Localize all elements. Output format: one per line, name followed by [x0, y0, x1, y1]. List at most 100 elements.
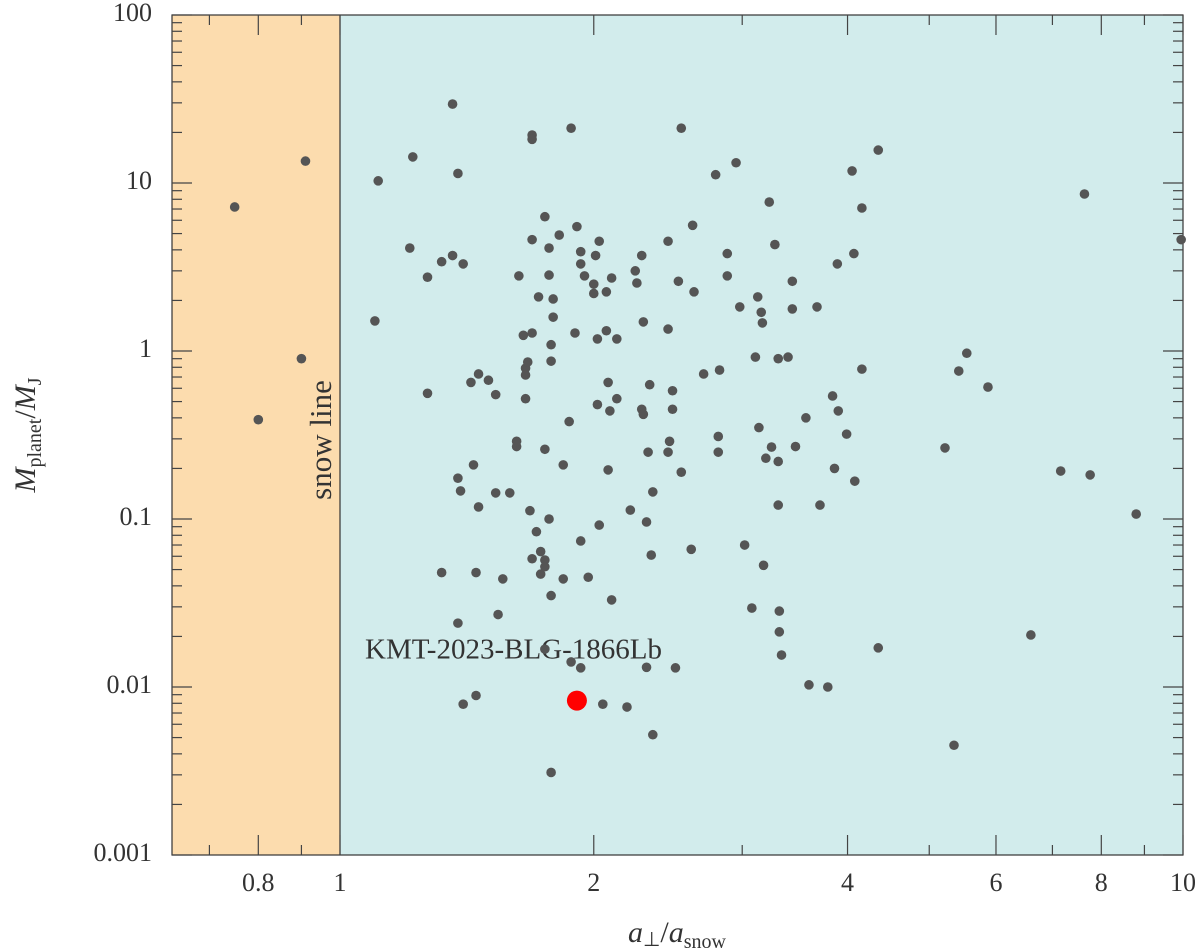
- planet-point: [676, 467, 687, 477]
- planet-point: [632, 278, 642, 288]
- x-label-part: a: [628, 916, 643, 949]
- planet-point: [564, 416, 574, 427]
- planet-point: [801, 413, 811, 423]
- planet-point: [832, 259, 843, 269]
- planet-point: [750, 352, 761, 362]
- planet-point: [601, 287, 612, 297]
- planet-point: [554, 230, 565, 240]
- planet-point: [453, 168, 463, 179]
- planet-point: [1085, 470, 1095, 480]
- planet-point: [531, 526, 542, 537]
- planet-point: [643, 447, 653, 457]
- planet-point: [774, 606, 785, 616]
- planet-point: [804, 680, 814, 690]
- x-label-part: snow: [684, 931, 727, 952]
- plot-frame: [171, 14, 1184, 856]
- planet-point: [546, 767, 556, 778]
- planet-point: [455, 486, 466, 496]
- planet-point: [770, 239, 780, 250]
- planet-point: [594, 236, 605, 247]
- planet-point: [572, 221, 582, 232]
- y-tick-label: 100: [113, 0, 152, 27]
- planet-point: [229, 202, 240, 212]
- planet-point: [588, 288, 599, 299]
- planet-point: [473, 369, 484, 379]
- planet-point: [754, 422, 764, 433]
- planet-point: [1055, 466, 1066, 476]
- planet-point: [667, 404, 678, 415]
- planet-point: [605, 406, 615, 416]
- planet-point: [940, 443, 950, 453]
- planet-point: [548, 294, 558, 304]
- planet-point: [739, 540, 750, 550]
- planet-point: [535, 546, 546, 557]
- planet-point: [773, 500, 784, 510]
- planet-point: [644, 379, 655, 390]
- planet-point: [713, 431, 724, 442]
- planet-point: [540, 211, 550, 222]
- planet-point: [636, 250, 647, 261]
- planet-point: [698, 369, 709, 379]
- planet-point: [592, 399, 603, 410]
- planet-point: [598, 699, 608, 709]
- planet-point: [518, 330, 529, 341]
- planet-point: [961, 348, 972, 359]
- planet-point: [253, 414, 264, 425]
- planet-point: [471, 690, 481, 701]
- planet-point: [483, 375, 494, 386]
- planet-point: [527, 553, 537, 564]
- y-label-part: J: [24, 377, 46, 385]
- planet-point: [646, 550, 657, 560]
- planet-point: [714, 365, 725, 375]
- planet-point: [558, 460, 569, 470]
- planet-point: [407, 152, 418, 162]
- planet-point: [812, 302, 822, 312]
- planet-point: [570, 328, 580, 338]
- planet-point: [527, 134, 537, 145]
- y-label-part: M: [9, 383, 42, 411]
- planet-point: [493, 609, 503, 620]
- planet-point: [949, 740, 959, 751]
- planet-point: [540, 444, 550, 455]
- x-tick-label: 4: [841, 868, 854, 897]
- planet-point: [815, 500, 825, 510]
- planet-point: [588, 279, 599, 289]
- planet-point: [594, 520, 605, 530]
- x-label-part: a: [669, 916, 684, 949]
- planet-point: [540, 561, 550, 572]
- x-tick-label: 2: [587, 868, 600, 897]
- y-label-part: /: [9, 410, 42, 419]
- planet-point: [296, 353, 307, 364]
- highlight-point: [566, 690, 587, 711]
- planet-point: [511, 436, 522, 447]
- planet-point: [1026, 630, 1036, 640]
- planet-point: [1079, 189, 1090, 199]
- planet-point: [575, 246, 586, 257]
- planet-point: [540, 555, 550, 565]
- planet-point: [520, 393, 531, 404]
- planet-point: [953, 366, 964, 376]
- planet-point: [544, 514, 554, 524]
- planet-point: [847, 166, 857, 176]
- planet-point: [689, 287, 699, 297]
- planet-point: [458, 259, 468, 269]
- planet-point: [641, 517, 652, 527]
- planet-point: [612, 334, 622, 344]
- planet-point: [471, 567, 481, 578]
- planet-point: [575, 663, 586, 673]
- y-tick-label: 1: [139, 334, 152, 363]
- planet-point: [687, 220, 698, 231]
- planet-point: [453, 473, 463, 483]
- planet-point: [436, 567, 447, 578]
- planet-point: [664, 436, 675, 447]
- planet-point: [776, 650, 787, 660]
- planet-point: [473, 502, 484, 512]
- planet-point: [758, 560, 769, 571]
- planet-point: [648, 729, 658, 740]
- planet-point: [422, 388, 433, 399]
- snow-line-label: snow line: [303, 380, 338, 500]
- planet-point: [575, 259, 586, 269]
- y-tick-label: 0.1: [120, 502, 153, 531]
- planet-point: [468, 460, 479, 470]
- planet-point: [544, 243, 554, 253]
